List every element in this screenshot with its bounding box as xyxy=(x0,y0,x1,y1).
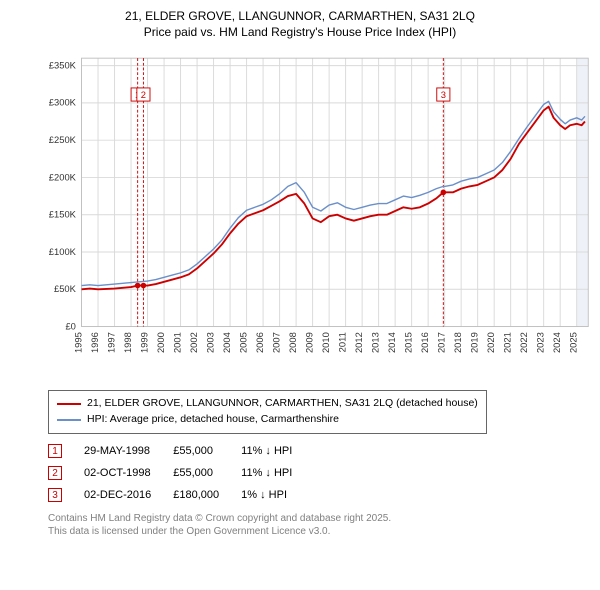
event-delta: 1% ↓ HPI xyxy=(241,484,314,506)
title-address: 21, ELDER GROVE, LLANGUNNOR, CARMARTHEN,… xyxy=(8,8,592,24)
legend-swatch xyxy=(57,403,81,405)
svg-text:£50K: £50K xyxy=(54,284,77,294)
svg-text:2025: 2025 xyxy=(569,333,579,354)
svg-text:2005: 2005 xyxy=(239,333,249,354)
svg-text:2013: 2013 xyxy=(371,333,381,354)
event-marker: 3 xyxy=(48,488,62,502)
svg-text:2001: 2001 xyxy=(173,333,183,354)
legend-swatch xyxy=(57,419,81,421)
event-price: £55,000 xyxy=(173,462,241,484)
svg-text:£150K: £150K xyxy=(49,210,77,220)
chart-title: 21, ELDER GROVE, LLANGUNNOR, CARMARTHEN,… xyxy=(8,8,592,40)
event-delta: 11% ↓ HPI xyxy=(241,440,314,462)
svg-text:£300K: £300K xyxy=(49,98,77,108)
event-date: 02-DEC-2016 xyxy=(84,484,173,506)
table-row: 2 02-OCT-1998£55,00011% ↓ HPI xyxy=(48,462,314,484)
event-price: £55,000 xyxy=(173,440,241,462)
table-row: 3 02-DEC-2016£180,0001% ↓ HPI xyxy=(48,484,314,506)
svg-text:2009: 2009 xyxy=(305,333,315,354)
svg-text:2024: 2024 xyxy=(552,333,562,354)
svg-text:1999: 1999 xyxy=(140,333,150,354)
event-marker: 2 xyxy=(48,466,62,480)
svg-text:£200K: £200K xyxy=(49,173,77,183)
svg-text:2: 2 xyxy=(141,91,146,101)
event-date: 02-OCT-1998 xyxy=(84,462,173,484)
svg-text:1998: 1998 xyxy=(123,333,133,354)
svg-text:£100K: £100K xyxy=(49,247,77,257)
svg-text:2016: 2016 xyxy=(420,333,430,354)
title-subtitle: Price paid vs. HM Land Registry's House … xyxy=(8,24,592,40)
legend-label: HPI: Average price, detached house, Carm… xyxy=(87,412,339,428)
svg-text:2022: 2022 xyxy=(519,333,529,354)
chart-svg: 123£0£50K£100K£150K£200K£250K£300K£350K1… xyxy=(44,44,592,382)
svg-text:2008: 2008 xyxy=(288,333,298,354)
legend-label: 21, ELDER GROVE, LLANGUNNOR, CARMARTHEN,… xyxy=(87,396,478,412)
svg-text:2004: 2004 xyxy=(222,333,232,354)
legend-item: 21, ELDER GROVE, LLANGUNNOR, CARMARTHEN,… xyxy=(57,396,478,412)
legend-item: HPI: Average price, detached house, Carm… xyxy=(57,412,478,428)
svg-text:1995: 1995 xyxy=(74,333,84,354)
svg-text:2003: 2003 xyxy=(206,333,216,354)
svg-text:1996: 1996 xyxy=(90,333,100,354)
svg-text:2014: 2014 xyxy=(387,333,397,354)
svg-text:1997: 1997 xyxy=(107,333,117,354)
price-history-chart: 21, ELDER GROVE, LLANGUNNOR, CARMARTHEN,… xyxy=(8,8,592,539)
svg-text:2010: 2010 xyxy=(321,333,331,354)
plot-area: 123£0£50K£100K£150K£200K£250K£300K£350K1… xyxy=(44,44,592,384)
table-row: 1 29-MAY-1998£55,00011% ↓ HPI xyxy=(48,440,314,462)
sale-events-table: 1 29-MAY-1998£55,00011% ↓ HPI 2 02-OCT-1998… xyxy=(48,440,314,506)
svg-text:2020: 2020 xyxy=(486,333,496,354)
svg-text:3: 3 xyxy=(441,91,446,101)
attribution: Contains HM Land Registry data © Crown c… xyxy=(48,512,592,539)
svg-text:2012: 2012 xyxy=(354,333,364,354)
attribution-line1: Contains HM Land Registry data © Crown c… xyxy=(48,512,592,526)
svg-text:£0: £0 xyxy=(65,322,75,332)
svg-text:2021: 2021 xyxy=(503,333,513,354)
event-delta: 11% ↓ HPI xyxy=(241,462,314,484)
svg-text:2018: 2018 xyxy=(453,333,463,354)
svg-text:2023: 2023 xyxy=(536,333,546,354)
event-marker: 1 xyxy=(48,444,62,458)
svg-text:2006: 2006 xyxy=(255,333,265,354)
event-price: £180,000 xyxy=(173,484,241,506)
svg-text:2002: 2002 xyxy=(189,333,199,354)
svg-text:2017: 2017 xyxy=(437,333,447,354)
svg-text:2011: 2011 xyxy=(338,333,348,353)
svg-text:2015: 2015 xyxy=(404,333,414,354)
svg-text:2019: 2019 xyxy=(470,333,480,354)
svg-text:2000: 2000 xyxy=(156,333,166,354)
svg-text:2007: 2007 xyxy=(272,333,282,354)
svg-text:£250K: £250K xyxy=(49,135,77,145)
legend: 21, ELDER GROVE, LLANGUNNOR, CARMARTHEN,… xyxy=(48,390,487,434)
svg-text:£350K: £350K xyxy=(49,61,77,71)
attribution-line2: This data is licensed under the Open Gov… xyxy=(48,525,592,539)
event-date: 29-MAY-1998 xyxy=(84,440,173,462)
